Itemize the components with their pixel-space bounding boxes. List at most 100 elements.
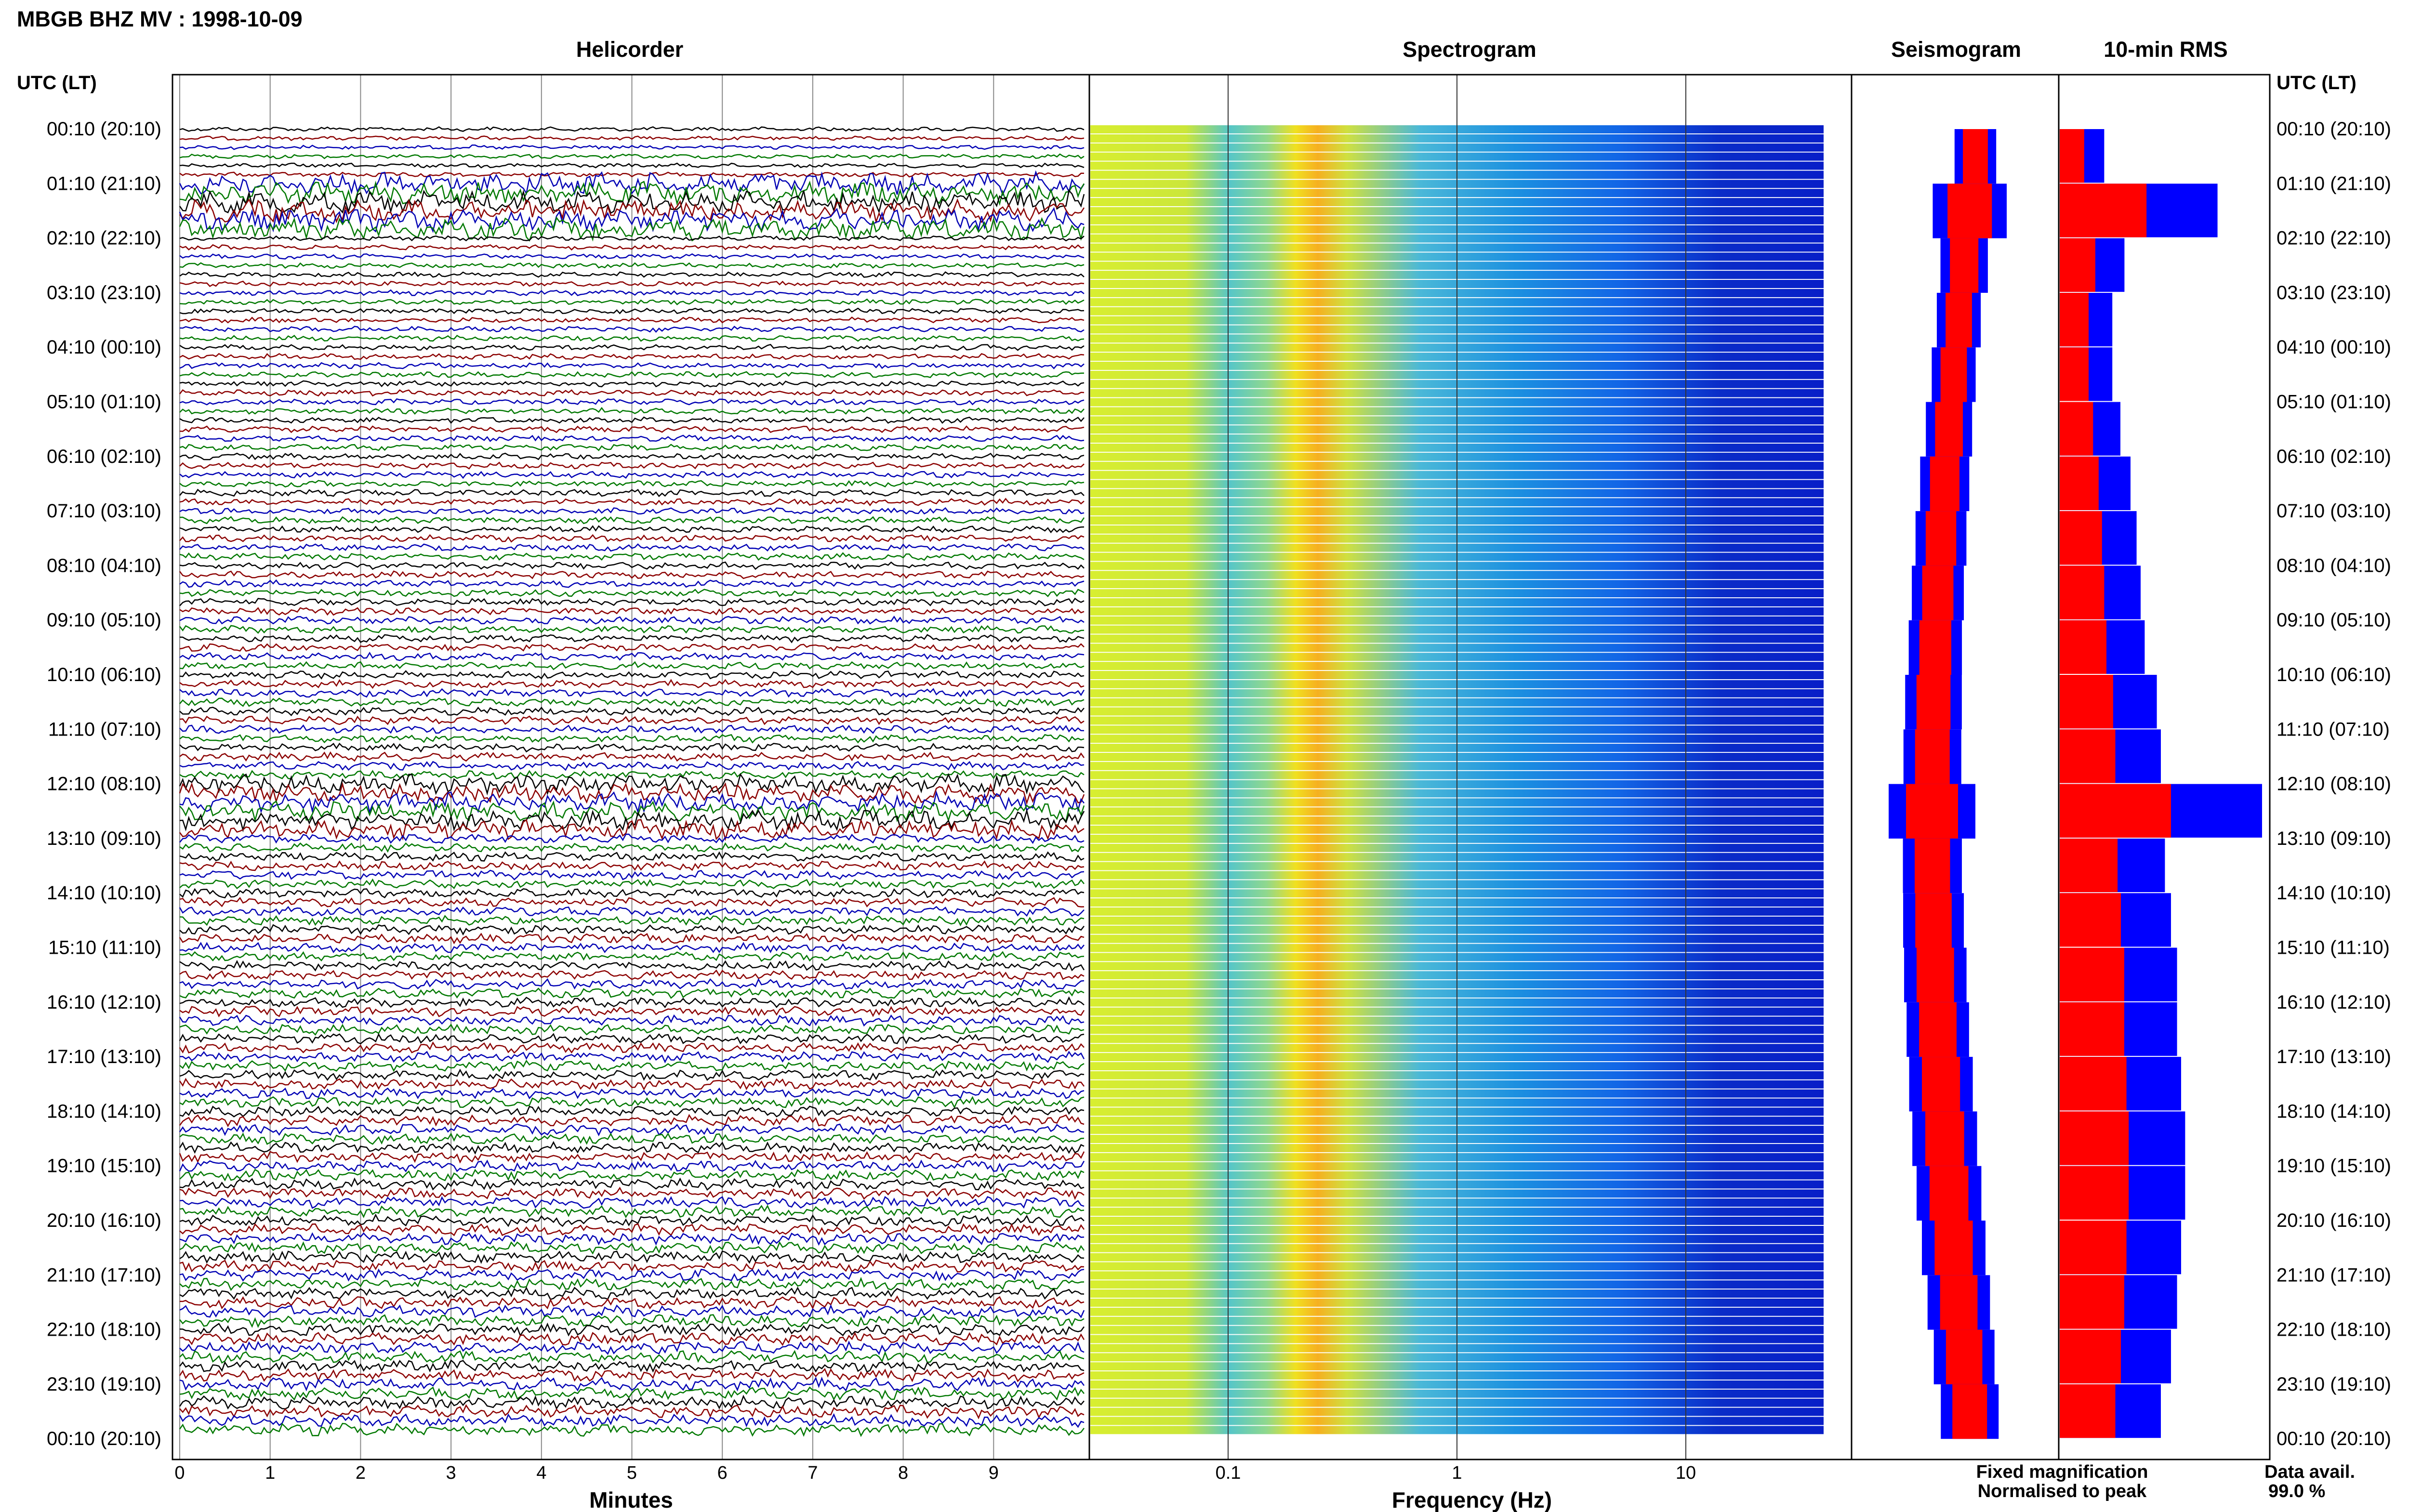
time-label-right: 05:10 (01:10): [2277, 392, 2391, 413]
helicorder-trace: [179, 896, 1085, 907]
helicorder-trace: [179, 1359, 1085, 1373]
helicorder-trace: [179, 307, 1085, 315]
helicorder-trace: [179, 969, 1085, 981]
helicorder-trace: [179, 561, 1085, 570]
helicorder-trace: [179, 942, 1085, 954]
time-label-right: 23:10 (19:10): [2277, 1374, 2391, 1395]
seismogram-normalised-hour: [1950, 238, 1979, 293]
helicorder-trace: [179, 1087, 1085, 1100]
rms-title: 10-min RMS: [2104, 37, 2228, 62]
time-label-left: 23:10 (19:10): [47, 1374, 161, 1395]
helicorder-trace: [179, 570, 1085, 579]
rms-normalised-bar: [2060, 238, 2095, 292]
helicorder-trace: [179, 782, 1085, 805]
helicorder-trace: [179, 625, 1085, 634]
helicorder-trace: [179, 1186, 1085, 1200]
time-label-right: 13:10 (09:10): [2277, 828, 2391, 849]
time-label-left: 20:10 (16:10): [47, 1210, 161, 1231]
helicorder-trace: [179, 1268, 1085, 1282]
helicorder-trace: [179, 906, 1085, 917]
helicorder-trace: [179, 1159, 1085, 1172]
spectrogram-xlabel: Frequency (Hz): [1392, 1487, 1552, 1512]
time-label-left: 03:10 (23:10): [47, 282, 161, 303]
time-labels: 00:10 (20:10) 00:10 (20:10) 01:10 (21:10) 0…: [47, 118, 2391, 1449]
helicorder-trace: [179, 153, 1085, 159]
helicorder-trace: [179, 773, 1085, 796]
time-label-right: 21:10 (17:10): [2277, 1264, 2391, 1286]
rms-normalised-bar: [2060, 565, 2105, 619]
helicorder-trace: [179, 1141, 1085, 1155]
seismogram-normalised-hour: [1963, 129, 1988, 184]
seismogram-normalised-hour: [1947, 184, 1992, 238]
time-label-right: 17:10 (13:10): [2277, 1046, 2391, 1067]
rms-normalised-bar: [2060, 1275, 2124, 1329]
helicorder-trace: [179, 1169, 1085, 1182]
helicorder-trace: [179, 589, 1085, 598]
seismogram-title: Seismogram: [1891, 37, 2021, 62]
time-label-left: 09:10 (05:10): [47, 610, 161, 631]
helicorder-trace: [179, 1114, 1085, 1128]
time-label-right: 12:10 (08:10): [2277, 774, 2391, 795]
seismogram-normalised-hour: [1925, 1111, 1964, 1166]
spectrogram-title: Spectrogram: [1403, 37, 1536, 62]
time-label-right: 10:10 (06:10): [2277, 664, 2391, 685]
helicorder-trace: [179, 126, 1085, 132]
time-label-left: 05:10 (01:10): [47, 392, 161, 413]
frequency-tick-label: 1: [1452, 1463, 1462, 1483]
helicorder-trace: [179, 1404, 1085, 1420]
seismogram-normalised-hour: [1916, 675, 1951, 730]
axis-ticks: 0.1 1 10 0 1 2 3 4 5 6 7 8 9: [174, 75, 1696, 1483]
helicorder-grid: [179, 75, 994, 1459]
seismogram-normalised-hour: [1946, 1329, 1983, 1384]
helicorder-trace: [179, 1151, 1085, 1164]
rms-normalised-bar: [2060, 784, 2171, 838]
frequency-tick-label: 0.1: [1216, 1463, 1241, 1483]
helicorder-trace: [179, 461, 1085, 470]
time-label-left: 00:10 (20:10): [47, 118, 161, 140]
helicorder-trace: [179, 543, 1085, 552]
helicorder-trace: [179, 171, 1085, 178]
helicorder-trace: [179, 1394, 1085, 1410]
time-label-right: 16:10 (12:10): [2277, 992, 2391, 1013]
helicorder-trace: [179, 1023, 1085, 1036]
time-label-right: 09:10 (05:10): [2277, 610, 2391, 631]
time-label-right: 00:10 (20:10): [2277, 1428, 2391, 1449]
helicorder-trace: [179, 706, 1085, 716]
helicorder-trace: [179, 860, 1085, 871]
rms-normalised-bar: [2060, 1111, 2129, 1165]
helicorder-trace: [179, 1313, 1085, 1328]
time-label-left: 16:10 (12:10): [47, 992, 161, 1013]
helicorder-trace: [179, 679, 1085, 689]
seismogram-normalised-hour: [1919, 1002, 1957, 1057]
helicorder-trace: [179, 1078, 1085, 1091]
helicorder-trace: [179, 960, 1085, 972]
seismogram-normalised-hour: [1925, 511, 1957, 566]
time-label-left: 12:10 (08:10): [47, 774, 161, 795]
time-label-right: 04:10 (00:10): [2277, 337, 2391, 358]
helicorder-trace: [179, 407, 1085, 415]
helicorder-trace: [179, 1213, 1085, 1227]
helicorder-trace: [179, 1005, 1085, 1018]
rms-normalised-bar: [2060, 456, 2099, 511]
time-label-left: 17:10 (13:10): [47, 1046, 161, 1067]
rms-bars: [2060, 129, 2262, 1438]
helicorder-trace: [179, 334, 1085, 342]
time-label-left: 07:10 (03:10): [47, 500, 161, 522]
helicorder-trace: [179, 380, 1085, 388]
time-label-right: 00:10 (20:10): [2277, 118, 2391, 140]
time-label-right: 06:10 (02:10): [2277, 446, 2391, 467]
seismogram-normalised-hour: [1906, 784, 1958, 839]
helicorder-trace: [179, 480, 1085, 488]
time-label-right: 08:10 (04:10): [2277, 555, 2391, 576]
helicorder-trace: [179, 1250, 1085, 1264]
rms-frame: [2058, 74, 2271, 1460]
helicorder-trace: [179, 416, 1085, 424]
helicorder-trace: [179, 996, 1085, 1009]
helicorder-trace: [179, 1196, 1085, 1209]
rms-normalised-bar: [2060, 511, 2102, 565]
legend-fixed-magnification: Fixed magnification: [1976, 1462, 2148, 1482]
helicorder-trace: [179, 951, 1085, 962]
rms-normalised-bar: [2060, 620, 2107, 674]
helicorder-trace: [179, 216, 1085, 242]
helicorder-trace: [179, 761, 1085, 771]
